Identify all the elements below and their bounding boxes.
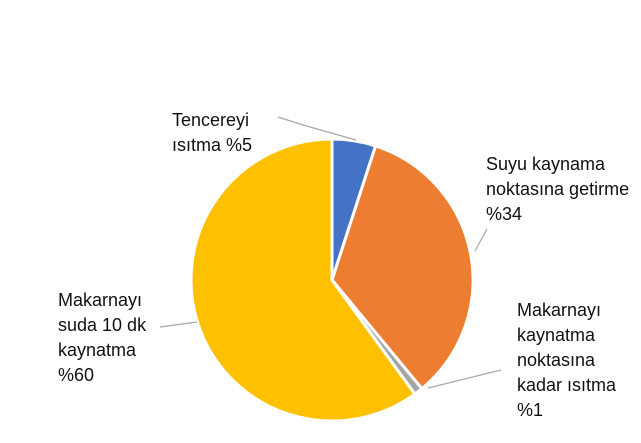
leader-line-suyu-kaynama — [474, 228, 488, 252]
label-makarnayi-kaynatma-noktasina: Makarnayı kaynatma noktasına kadar ısıtm… — [517, 300, 617, 420]
label-tencereyi-isitma: Tencereyi ısıtma %5 — [172, 110, 253, 155]
label-suyu-kaynama: Suyu kaynama noktasına getirme %34 — [486, 154, 630, 224]
leader-line-tencereyi — [277, 116, 357, 141]
leader-line-makarnayi-suda — [159, 321, 198, 328]
label-makarnayi-suda-kaynatma: Makarnayı suda 10 dk kaynatma %60 — [58, 290, 147, 385]
slice-suyu-kaynama — [330, 144, 475, 391]
leader-line-makarnayi-isitma — [427, 369, 502, 389]
slice-makarnayi-suda-kaynatma — [189, 137, 417, 423]
